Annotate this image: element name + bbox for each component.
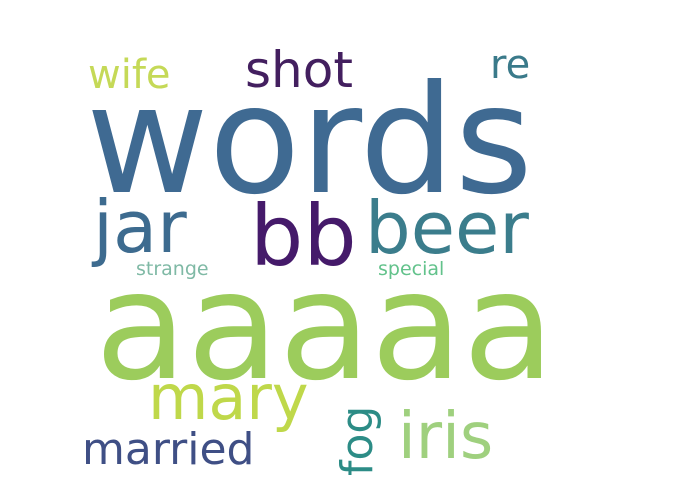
- word-bb: bb: [250, 187, 357, 285]
- word-fog: fog: [332, 406, 383, 476]
- word-shot: shot: [245, 41, 353, 99]
- word-words: words: [86, 54, 533, 228]
- word-wife: wife: [88, 52, 171, 98]
- word-married: married: [82, 424, 254, 475]
- word-beer: beer: [365, 186, 529, 270]
- word-jar: jar: [91, 185, 187, 269]
- word-strange: strange: [136, 258, 209, 280]
- word-iris: iris: [398, 400, 493, 474]
- word-mary: mary: [148, 361, 309, 434]
- word-re: re: [490, 42, 530, 88]
- word-aaaaa: aaaaa: [95, 240, 555, 414]
- word-special: special: [378, 258, 444, 280]
